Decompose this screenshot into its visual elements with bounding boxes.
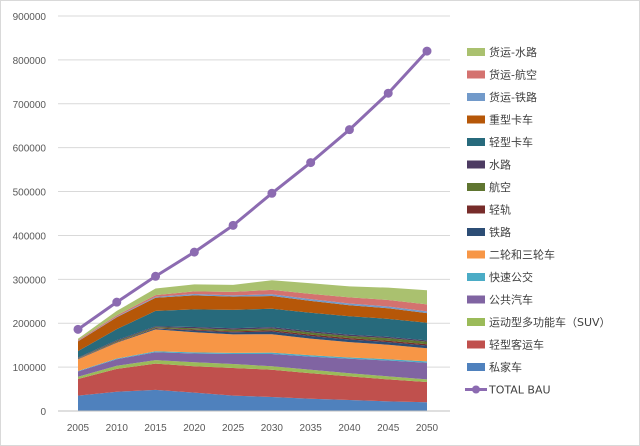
legend-swatch [467,228,485,236]
legend-label: 二轮和三轮车 [489,248,555,262]
x-tick-label: 2010 [106,423,129,434]
y-tick-label: 200000 [13,319,47,330]
legend-swatch [467,363,485,371]
legend-swatch [467,205,485,214]
legend-swatch [467,70,485,79]
legend-swatch [467,273,485,281]
x-tick-label: 2030 [261,423,284,434]
legend-swatch [467,115,485,124]
legend-label: 快速公交 [489,270,533,284]
legend: 货运-水路货运-航空货运-铁路重型卡车轻型卡车水路航空轻轨铁路二轮和三轮车快速公… [465,45,611,397]
area-series [78,352,427,380]
x-tick-label: 2035 [300,423,323,434]
legend-label: 铁路 [489,226,511,239]
total-point [189,247,199,257]
y-tick-label: 100000 [13,363,47,374]
legend-swatch [467,93,485,101]
legend-label: 货运-铁路 [489,90,537,104]
total-point [151,271,161,281]
stacked-areas [78,280,427,411]
legend-swatch [467,48,485,56]
x-tick-label: 2005 [67,423,90,434]
total-point [112,297,122,307]
area-series [78,295,427,352]
y-tick-label: 800000 [13,56,47,67]
total-line [77,50,429,331]
x-tick-label: 2015 [144,423,167,434]
x-tick-label: 2040 [338,423,361,434]
y-tick-label: 300000 [13,275,47,286]
total-point [344,125,354,135]
x-tick-label: 2045 [377,423,400,434]
legend-swatch [467,160,485,169]
total-bau-line [73,46,432,334]
legend-label: 货运-水路 [489,45,537,59]
total-point [306,158,316,168]
area-series [78,308,427,358]
legend-line-marker [472,385,480,394]
legend-swatch [467,138,485,146]
y-tick-label: 700000 [13,100,47,111]
legend-label: 轻型卡车 [489,135,533,149]
total-point [422,46,432,56]
y-tick-label: 500000 [13,188,47,199]
legend-label: 轻轨 [489,203,511,217]
legend-label: 公共汽车 [489,293,533,307]
legend-label: 轻型客运车 [489,338,544,352]
legend-label: 重型卡车 [489,113,533,127]
legend-swatch [467,318,485,326]
x-tick-label: 2020 [183,423,206,434]
y-axis: 0 100000 200000 300000 400000 500000 600000 700… [13,12,450,418]
legend-swatch [467,295,485,304]
total-point [383,88,393,98]
area-series [78,326,427,359]
legend-label: 航空 [489,180,511,194]
total-point [73,324,83,334]
legend-swatch [467,183,485,191]
legend-swatch [467,340,485,349]
x-tick-label: 2025 [222,423,245,434]
y-tick-label: 0 [40,407,46,418]
area-series [78,280,427,341]
y-tick-label: 600000 [13,144,47,155]
legend-label: 水路 [489,159,511,172]
total-point [228,220,238,230]
y-tick-label: 400000 [13,231,47,242]
y-tick-label: 900000 [13,12,47,23]
x-tick-label: 2050 [416,423,439,434]
legend-label: 私家车 [489,360,522,374]
legend-label: TOTAL BAU [488,384,551,397]
legend-label: 货运-航空 [489,68,537,82]
legend-swatch [467,250,485,259]
total-point [267,188,277,198]
x-axis: 2005 2010 2015 2020 2025 2030 2035 2040 2045 2050 [67,423,439,434]
area-series [78,329,427,372]
legend-label: 运动型多功能车（SUV） [489,315,611,329]
area-series [78,389,427,411]
area-series [78,363,427,403]
